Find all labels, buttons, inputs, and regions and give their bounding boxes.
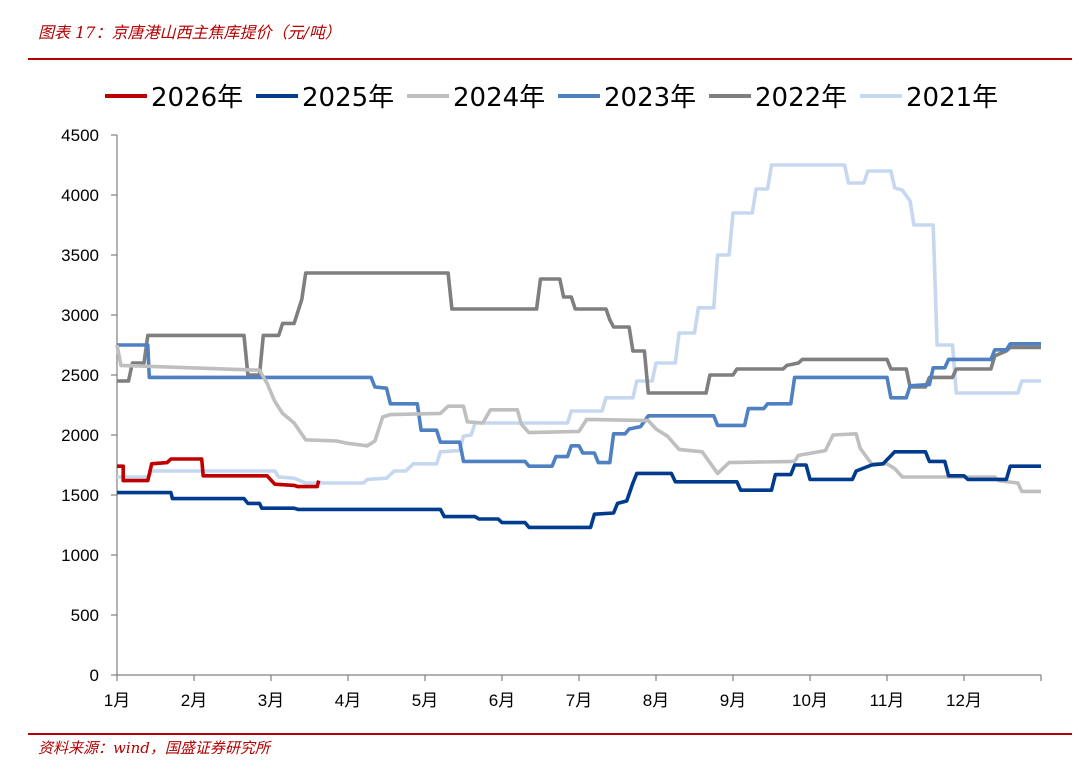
legend-label: 2024年 — [453, 83, 545, 113]
y-tick-label: 500 — [71, 606, 99, 625]
series-line-1 — [117, 457, 321, 489]
legend-label: 2025年 — [302, 83, 394, 113]
y-tick-label: 4500 — [61, 126, 99, 145]
x-tick-label: 11月 — [870, 691, 905, 710]
y-tick-label: 3000 — [61, 306, 99, 325]
series-line-4 — [117, 342, 1041, 468]
series-line-2 — [117, 450, 1041, 530]
figure-title: 图表 17：京唐港山西主焦库提价（元/吨） — [38, 23, 341, 42]
series-line-5 — [117, 271, 1041, 395]
x-tick-label: 5月 — [412, 691, 438, 710]
x-tick-label: 3月 — [258, 691, 284, 710]
x-tick-label: 10月 — [792, 691, 828, 710]
axes: 0 500 1000 1500 2000 2500 3000 3500 4000 4500 1月 2月… — [61, 126, 1042, 710]
legend-label: 2022年 — [755, 83, 847, 113]
legend-label: 2026年 — [151, 83, 243, 113]
y-tick-label: 3500 — [61, 246, 99, 265]
y-tick-label: 2000 — [61, 426, 99, 445]
x-tick-label: 9月 — [720, 691, 746, 710]
x-tick-label: 4月 — [335, 691, 361, 710]
legend-label: 2023年 — [604, 83, 696, 113]
x-tick-label: 1月 — [104, 691, 130, 710]
top-rule — [28, 58, 1072, 60]
x-tick-label: 7月 — [566, 691, 592, 710]
y-tick-label: 0 — [90, 666, 99, 685]
series-layer — [115, 163, 1041, 530]
x-tick-label: 2月 — [181, 691, 207, 710]
y-tick-label: 4000 — [61, 186, 99, 205]
y-tick-label: 1000 — [61, 546, 99, 565]
series-line-6 — [117, 163, 1041, 485]
x-tick-label: 8月 — [643, 691, 669, 710]
source-note: 资料来源：wind，国盛证券研究所 — [38, 739, 270, 757]
bottom-rule — [28, 733, 1072, 735]
y-tick-label: 2500 — [61, 366, 99, 385]
x-tick-label: 6月 — [489, 691, 515, 710]
x-tick-label: 12月 — [946, 691, 982, 710]
legend-label: 2021年 — [906, 83, 998, 113]
y-tick-label: 1500 — [61, 486, 99, 505]
legend: 2026年 2025年 2024年 2023年 2022年 2021年 — [105, 83, 998, 113]
